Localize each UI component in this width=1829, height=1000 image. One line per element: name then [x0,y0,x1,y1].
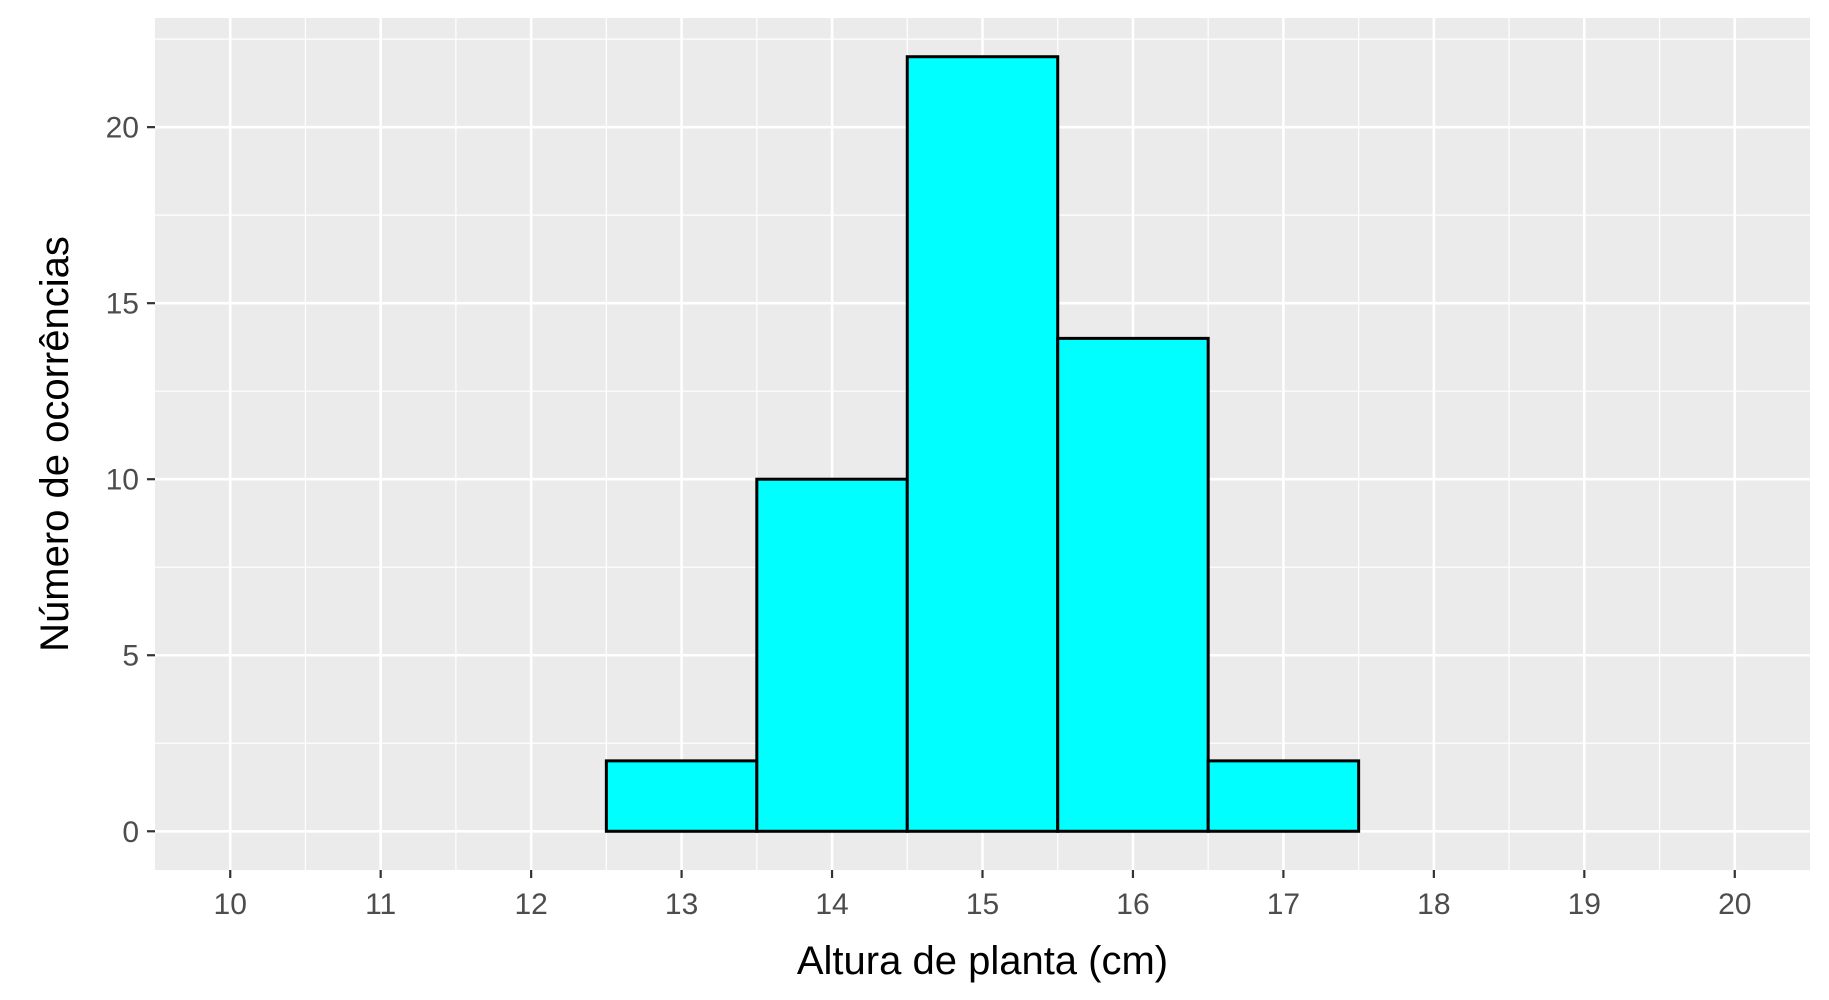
histogram-bar [755,477,909,833]
x-axis: 10 11 12 13 14 15 16 17 18 19 20 [214,870,1751,921]
histogram-bar [1206,759,1361,833]
y-tick-label: 10 [106,464,139,497]
y-tick-label: 15 [106,288,139,321]
x-axis-title: Altura de planta (cm) [797,939,1168,983]
y-tick-label: 20 [106,112,139,145]
x-tick-label: 18 [1417,888,1450,921]
x-tick-label: 16 [1116,888,1149,921]
y-axis: 0 5 10 15 20 [106,112,155,849]
histogram-bar [604,759,759,833]
x-tick-label: 19 [1568,888,1601,921]
y-axis-title: Número de ocorrências [33,236,77,652]
histogram-bar [905,55,1060,833]
x-tick-label: 12 [514,888,547,921]
x-tick-label: 10 [214,888,247,921]
histogram-bars [604,55,1361,833]
x-tick-label: 14 [815,888,848,921]
x-tick-label: 20 [1718,888,1751,921]
histogram-bar [1056,336,1210,833]
y-tick-label: 0 [122,816,139,849]
x-tick-label: 17 [1267,888,1300,921]
x-tick-label: 15 [966,888,999,921]
x-tick-label: 13 [665,888,698,921]
x-tick-label: 11 [365,888,396,921]
y-tick-label: 5 [122,640,139,673]
